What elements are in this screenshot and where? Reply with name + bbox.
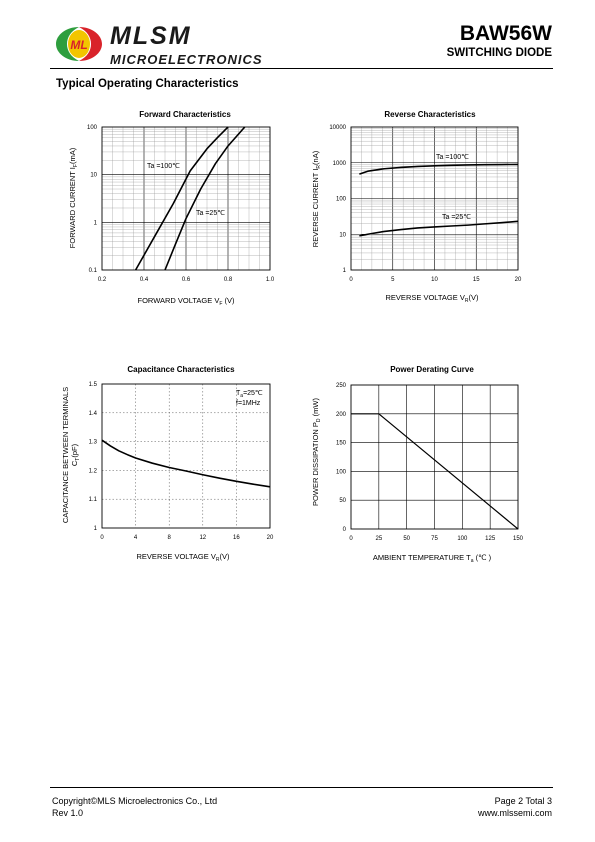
- plot-frame: [350, 384, 519, 530]
- revision-number: Rev 1.0: [52, 808, 84, 818]
- x-tick-label: 15: [473, 277, 480, 283]
- y-tick-label: 50: [339, 498, 346, 504]
- series-line-1: [359, 163, 519, 175]
- plot-frame: [350, 126, 519, 271]
- y-tick-label: 150: [336, 441, 347, 447]
- chart-title: Forward Characteristics: [139, 110, 231, 119]
- header-divider: [50, 68, 553, 69]
- x-tick-label: 8: [168, 535, 172, 541]
- x-tick-label: 25: [375, 536, 382, 542]
- series-label-25c: Ta =25℃: [442, 214, 471, 221]
- x-tick-label: 5: [391, 277, 395, 283]
- x-tick-label: 100: [457, 536, 468, 542]
- y-axis-label: POWER DISSIPATION PD (mW): [311, 398, 322, 506]
- x-tick-label: 0: [100, 535, 104, 541]
- x-tick-label: 0.8: [224, 277, 233, 283]
- x-tick-label: 0: [349, 277, 353, 283]
- chart-title: Power Derating Curve: [390, 365, 474, 374]
- x-tick-label: 150: [513, 536, 524, 542]
- series-label-25c: Ta =25℃: [196, 210, 225, 217]
- footer-divider: [50, 787, 553, 788]
- svg-text:ML: ML: [70, 38, 87, 52]
- page-number: Page 2 Total 3: [494, 796, 552, 806]
- y-tick-label: 1: [94, 220, 98, 226]
- y-tick-label: 1000: [333, 161, 347, 167]
- frequency-annotation: f=1MHz: [236, 400, 261, 407]
- y-tick-label: 1: [94, 526, 98, 532]
- chart-title: Reverse Characteristics: [384, 110, 476, 119]
- x-tick-label: 0.6: [182, 277, 191, 283]
- brand-subtitle: MICROELECTRONICS: [110, 52, 263, 67]
- series-line-1: [101, 439, 271, 488]
- x-tick-label: 75: [431, 536, 438, 542]
- y-tick-label: 1.5: [89, 382, 98, 388]
- y-tick-label: 250: [336, 383, 347, 389]
- series-label-100c: Ta =100℃: [436, 154, 469, 161]
- plot-frame: [101, 126, 271, 271]
- series-line-1: [134, 126, 229, 271]
- x-tick-label: 20: [267, 535, 274, 541]
- series-label-100c: Ta =100℃: [147, 163, 180, 170]
- x-tick-label: 50: [403, 536, 410, 542]
- section-title: Typical Operating Characteristics: [56, 78, 239, 90]
- x-axis-label: FORWARD VOLTAGE VF (V): [138, 296, 235, 307]
- y-tick-label: 1.1: [89, 497, 98, 503]
- x-tick-label: 4: [134, 535, 138, 541]
- y-tick-label: 1.2: [89, 468, 98, 474]
- y-axis-label-2: CT(pF): [70, 443, 81, 466]
- y-tick-label: 200: [336, 412, 347, 418]
- x-tick-label: 16: [233, 535, 240, 541]
- x-tick-label: 0.2: [98, 277, 107, 283]
- y-tick-label: 100: [87, 125, 98, 131]
- x-tick-label: 12: [199, 535, 206, 541]
- y-axis-label: FORWARD CURRENT IF(mA): [68, 147, 79, 248]
- series-line-2: [164, 126, 246, 271]
- y-tick-label: 100: [336, 469, 347, 475]
- series-line-1: [351, 413, 519, 530]
- y-tick-label: 1: [343, 268, 347, 274]
- y-tick-label: 1.3: [89, 440, 98, 446]
- plot-frame: [101, 383, 271, 529]
- y-tick-label: 1.4: [89, 411, 98, 417]
- series-line-2: [359, 220, 519, 237]
- y-tick-label: 10: [339, 232, 346, 238]
- website-link[interactable]: www.mlssemi.com: [477, 808, 552, 818]
- x-axis-label: REVERSE VOLTAGE VR(V): [386, 293, 479, 304]
- x-tick-label: 0: [349, 536, 353, 542]
- y-tick-label: 100: [336, 197, 347, 203]
- x-tick-label: 1.0: [266, 277, 275, 283]
- x-tick-label: 20: [515, 277, 522, 283]
- x-axis-label: AMBIENT TEMPERATURE Ta (℃ ): [373, 553, 492, 564]
- copyright-notice: Copyright©MLS Microelectronics Co., Ltd: [52, 796, 218, 806]
- x-tick-label: 125: [485, 536, 496, 542]
- chart-title: Capacitance Characteristics: [127, 365, 235, 374]
- brand-name: MLSM: [110, 22, 192, 50]
- y-tick-label: 0: [343, 527, 347, 533]
- mlsm-logo-icon: ML: [56, 27, 102, 61]
- y-axis-label: CAPACITANCE BETWEEN TERMINALS: [61, 387, 70, 523]
- x-axis-label: REVERSE VOLTAGE VR(V): [137, 552, 230, 563]
- part-number: BAW56W: [459, 22, 552, 45]
- part-description: SWITCHING DIODE: [446, 47, 552, 59]
- condition-annotation: Ta=25℃: [236, 390, 263, 399]
- y-tick-label: 10: [90, 173, 97, 179]
- x-tick-label: 0.4: [140, 277, 149, 283]
- y-axis-label: REVERSE CURRENT IR(nA): [311, 150, 322, 247]
- y-tick-label: 10000: [329, 125, 346, 131]
- y-tick-label: 0.1: [89, 268, 98, 274]
- x-tick-label: 10: [431, 277, 438, 283]
